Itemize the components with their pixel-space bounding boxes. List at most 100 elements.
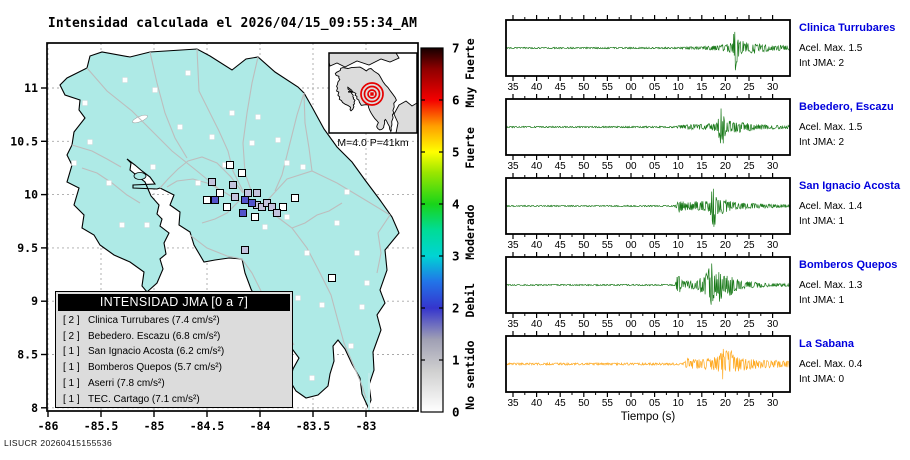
time-tick-label: 30 [767,240,779,251]
time-tick-label: 35 [507,398,519,409]
legend-intensity: [ 2 ] [63,315,80,326]
x-axis-tick-label: -84 [250,419,271,433]
int-jma-label: Int JMA: 0 [799,374,845,385]
time-tick-label: 00 [625,161,637,172]
time-tick-label: 10 [673,240,685,251]
station-marker-int2 [248,199,256,207]
time-tick-label: 35 [507,240,519,251]
int-jma-label: Int JMA: 1 [799,216,845,227]
road [71,144,122,168]
waveform-label-block: La Sabana Acel. Max. 0.4 Int JMA: 0 [799,338,909,385]
time-tick-label: 20 [720,240,732,251]
station-name-label: Clinica Turrubares [799,22,896,34]
time-tick-label: 15 [696,398,708,409]
epicenter-ring [367,89,377,99]
time-tick-label: 25 [743,319,755,330]
station-marker-int0 [223,203,231,211]
time-tick-label: 10 [673,161,685,172]
station-marker-int1 [231,193,239,201]
station-name-label: San Ignacio Acosta [799,180,901,192]
legend-row: [ 2 ] Bebedero. Escazu (6.8 cm/s²) [56,329,292,345]
time-tick-label: 15 [696,82,708,93]
x-axis-tick-label: -84.5 [190,419,225,433]
time-tick-label: 10 [673,398,685,409]
time-tick-label: 30 [767,398,779,409]
legend-rows: [ 2 ] Clinica Turrubares (7.4 cm/s²)[ 2 ]… [56,313,292,407]
station-marker-int1 [273,209,281,217]
station-marker-int0 [359,304,365,310]
station-marker-int0 [275,137,281,143]
legend-intensity: [ 1 ] [63,346,80,358]
time-tick-label: 45 [555,161,567,172]
time-tick-label: 05 [649,82,661,93]
magnitude-depth-label: M=4.0 P=41km [337,137,409,149]
legend-station: Aserri (7.8 cm/s²) [88,377,165,389]
station-marker-int1 [229,181,237,189]
station-marker-int2 [211,196,219,204]
station-marker-int0 [106,180,112,186]
time-tick-label: 35 [507,82,519,93]
station-marker-int0 [82,100,88,106]
legend-station: Bomberos Quepos (5.7 cm/s²) [88,362,222,374]
road [159,156,244,194]
station-marker-int0 [216,189,224,197]
time-tick-label: 25 [743,161,755,172]
station-marker-int0 [309,375,315,381]
legend-station: San Ignacio Acosta (6.2 cm/s²) [88,346,225,358]
station-marker-int0 [71,160,77,166]
time-tick-label: 20 [720,161,732,172]
colorbar-gradient [420,47,444,413]
waveform-panel [505,19,791,77]
time-tick-label: 40 [531,82,543,93]
epicenter-ring [363,85,381,103]
time-tick-label: 45 [555,398,567,409]
station-marker-int0 [185,70,191,76]
station-marker-int2 [241,196,249,204]
time-tick-label: 30 [767,319,779,330]
station-marker-int0 [291,194,299,202]
station-marker-int0 [344,189,350,195]
y-axis-tick-label: 9 [31,294,38,308]
legend-intensity: [ 1 ] [63,362,80,374]
inset-panama [393,100,417,133]
time-tick-label: 55 [602,161,614,172]
station-marker-int0 [284,160,290,166]
x-axis-tick-label: -86 [38,419,59,433]
station-marker-int0 [238,169,246,177]
y-axis-tick-label: 10 [24,188,38,202]
colorbar-category-label: Muy Fuerte [463,38,477,107]
time-tick-label: 55 [602,240,614,251]
page-title: Intensidad calculada el 2026/04/15_09:55… [47,16,418,31]
time-tick-label: 40 [531,240,543,251]
jma-legend: INTENSIDAD JMA [0 a 7] [ 2 ] Clinica Turr… [55,291,293,408]
time-tick-label: 55 [602,398,614,409]
station-name-label: Bomberos Quepos [799,259,898,271]
colorbar-tick-label: 7 [452,41,460,56]
time-tick-label: 00 [625,398,637,409]
acel-max-label: Acel. Max. 1.4 [799,201,863,212]
station-marker-int0 [249,140,255,146]
legend-intensity: [ 1 ] [63,377,80,389]
seismogram-trace [505,263,791,305]
waveform-panel [505,256,791,314]
seismogram-trace [505,108,791,144]
chira-island [133,172,147,180]
station-marker-int0 [203,196,211,204]
seismogram-trace [505,348,791,380]
time-tick-label: 45 [555,82,567,93]
station-marker-int1 [268,203,276,211]
int-jma-label: Int JMA: 2 [799,137,845,148]
station-marker-int0 [295,295,301,301]
station-marker-int0 [354,250,360,256]
road [242,56,259,194]
acel-max-label: Acel. Max. 1.5 [799,43,863,54]
station-marker-int1 [244,189,252,197]
colorbar-tick-label: 3 [452,249,460,264]
time-tick-label: 50 [578,240,590,251]
station-marker-int0 [229,110,235,116]
time-tick-label: 50 [578,82,590,93]
epicenter-marker [370,92,374,96]
waveform-label-block: Bebedero, Escazu Acel. Max. 1.5 Int JMA: 2 [799,101,909,148]
colorbar-tick-label: 1 [452,353,460,368]
station-marker-int0 [348,343,354,349]
